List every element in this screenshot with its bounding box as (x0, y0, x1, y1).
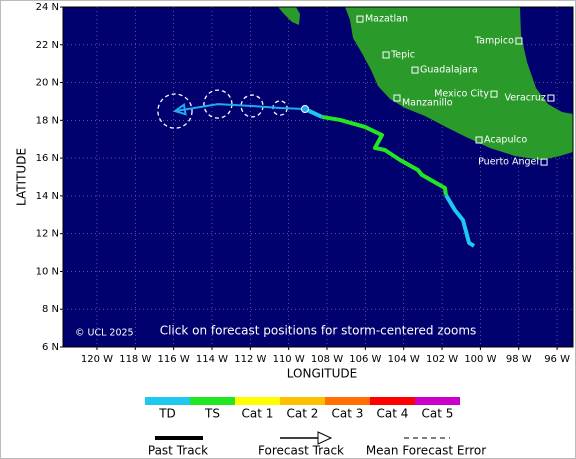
y-tick-label: 20 N (36, 78, 59, 89)
intensity-label: TS (204, 407, 220, 421)
intensity-swatch (325, 397, 370, 405)
y-tick-label: 18 N (36, 115, 59, 126)
past-track (321, 114, 448, 196)
past-track (444, 193, 476, 248)
city-marker (515, 37, 523, 45)
y-tick-label: 16 N (36, 153, 59, 164)
x-tick-label: 98 W (506, 354, 532, 365)
legend-label: Forecast Track (258, 444, 344, 458)
forecast-error[interactable] (157, 93, 193, 129)
city-label: Veracruz (504, 93, 545, 104)
plot-border (62, 6, 574, 348)
x-tick-label: 116 W (158, 354, 190, 365)
intensity-label: Cat 5 (422, 407, 454, 421)
x-tick-label: 118 W (119, 354, 151, 365)
forecast-arrow (172, 103, 187, 116)
city-marker (490, 90, 498, 98)
y-tick-label: 8 N (42, 304, 59, 315)
x-tick-label: 114 W (196, 354, 228, 365)
note: Click on forecast positions for storm-ce… (160, 324, 477, 338)
intensity-label: Cat 3 (332, 407, 364, 421)
intensity-label: TD (158, 407, 176, 421)
land (278, 7, 300, 25)
land (345, 7, 573, 160)
city-marker (547, 94, 555, 102)
y-tick-label: 24 N (36, 2, 59, 13)
city-label: Manzanillo (402, 98, 453, 109)
credit: © UCL 2025 (75, 328, 134, 339)
city-label: Puerto Angel (478, 157, 539, 168)
city-marker (411, 66, 419, 74)
intensity-swatch (415, 397, 460, 405)
x-tick-label: 106 W (349, 354, 381, 365)
intensity-label: Cat 1 (242, 407, 274, 421)
tracks: Mazatlan Tepic Guadalajara Tampico Mexico Ci… (157, 14, 555, 248)
current-position[interactable] (300, 105, 309, 113)
x-tick-label: 100 W (464, 354, 496, 365)
city-label: Guadalajara (420, 65, 478, 76)
forecast-legend-arrow (317, 431, 333, 445)
intensity-swatch (190, 397, 235, 405)
intensity-label: Cat 4 (377, 407, 409, 421)
city-label: Tepic (390, 49, 415, 60)
intensity-label: Cat 2 (287, 407, 319, 421)
city-marker (356, 15, 364, 23)
y-tick-label: 12 N (36, 229, 59, 240)
x-tick-label: 112 W (234, 354, 266, 365)
city-marker (393, 94, 401, 102)
y-tick-label: 14 N (36, 191, 59, 202)
x-tick-label: 96 W (544, 354, 570, 365)
city-label: Mexico City (434, 89, 489, 100)
y-tick-label: 22 N (36, 40, 59, 51)
y-axis-label: LATITUDE (15, 148, 29, 206)
x-tick-label: 102 W (426, 354, 458, 365)
city-label: Mazatlan (365, 14, 408, 25)
city-label: Acapulco (484, 134, 527, 145)
intensity-swatch (145, 397, 190, 405)
intensity-swatch (235, 397, 280, 405)
legend-label: Past Track (148, 444, 208, 458)
city-marker (540, 158, 548, 166)
city-marker (382, 51, 390, 59)
x-axis-label: LONGITUDE (287, 367, 357, 381)
x-tick-label: 110 W (273, 354, 305, 365)
x-tick-label: 104 W (388, 354, 420, 365)
intensity-swatch (370, 397, 415, 405)
legend-label: Mean Forecast Error (366, 444, 486, 458)
x-tick-label: 108 W (311, 354, 343, 365)
y-tick-label: 10 N (36, 266, 59, 277)
y-tick-label: 6 N (42, 342, 59, 353)
city-label: Tampico (474, 36, 514, 47)
intensity-swatch (280, 397, 325, 405)
forecast-track (174, 103, 305, 113)
city-marker (475, 136, 483, 144)
x-tick-label: 120 W (81, 354, 113, 365)
